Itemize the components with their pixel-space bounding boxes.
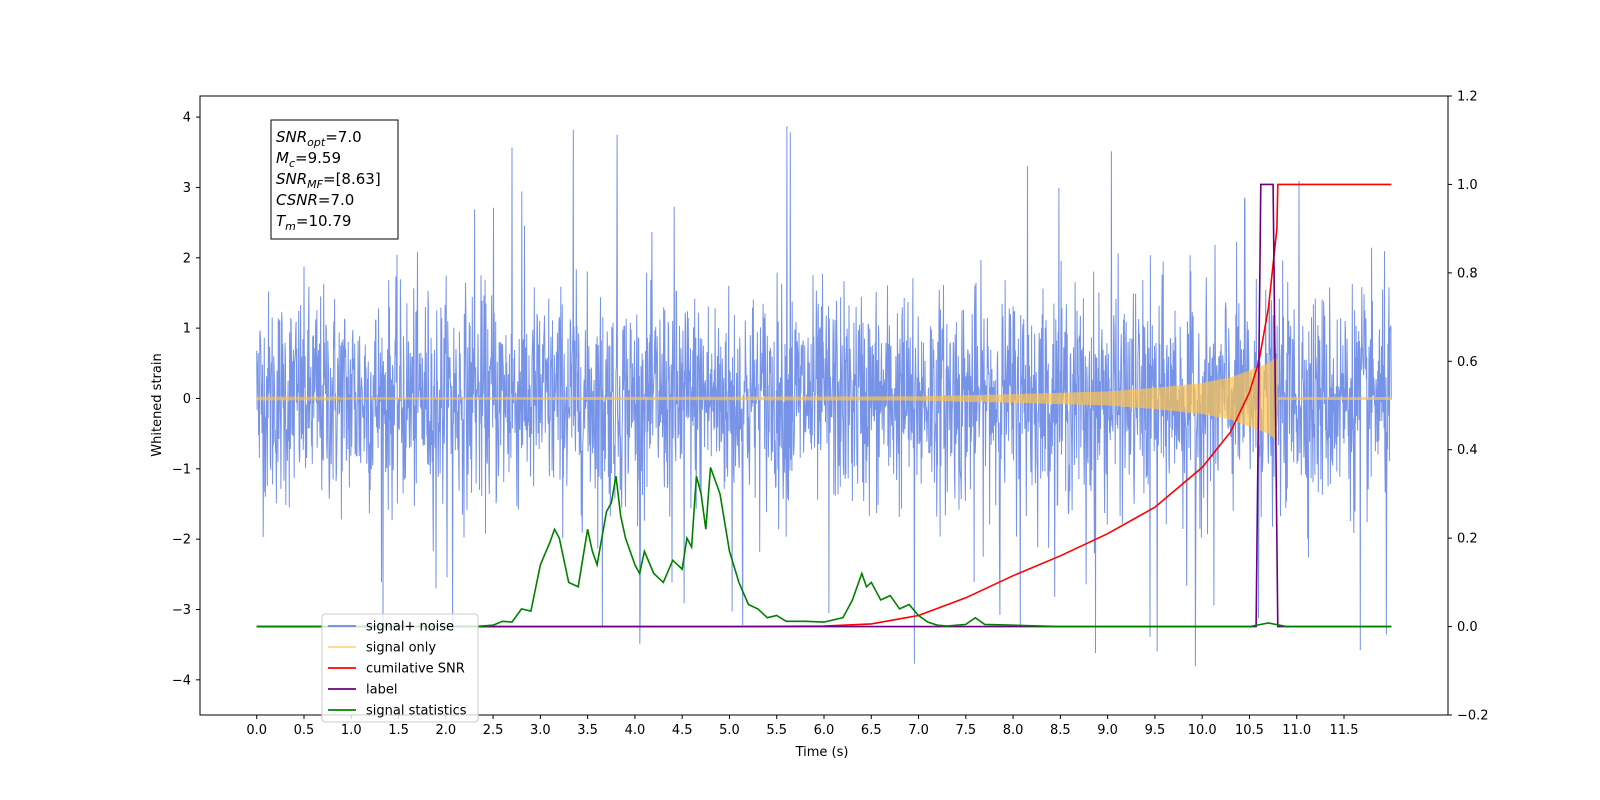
x-tick-label: 4.0 (625, 723, 646, 738)
y2-tick-label: −0.2 (1457, 709, 1489, 724)
y-tick-label: 3 (183, 181, 191, 196)
y2-tick-label: 0.6 (1457, 355, 1478, 370)
annotation-line: Tm=10.79 (276, 212, 351, 233)
x-tick-label: 11.0 (1282, 723, 1311, 738)
series-signal-noise (256, 126, 1392, 667)
annotation-line: CSNR=7.0 (276, 191, 354, 209)
y2-tick-label: 0.4 (1457, 443, 1478, 458)
legend-frame (321, 613, 479, 723)
y-tick-label: 4 (183, 111, 191, 126)
y-tick-label: −3 (172, 603, 191, 618)
y2-tick-label: 1.0 (1457, 178, 1478, 193)
y-tick-label: 0 (183, 392, 191, 407)
x-tick-label: 5.0 (719, 723, 740, 738)
x-tick-label: 6.5 (861, 723, 882, 738)
series-signal-only (256, 356, 1392, 441)
x-tick-label: 0.5 (294, 723, 315, 738)
legend-label: label (366, 683, 397, 698)
x-axis-label: Time (s) (795, 745, 849, 760)
x-tick-label: 5.5 (766, 723, 787, 738)
y2-tick-label: 0.2 (1457, 532, 1478, 547)
annotation-line: Mc=9.59 (276, 149, 341, 170)
x-tick-label: 2.5 (483, 723, 504, 738)
x-tick-label: 3.5 (577, 723, 598, 738)
x-tick-label: 6.0 (814, 723, 835, 738)
x-tick-label: 7.0 (908, 723, 929, 738)
y-tick-label: −4 (172, 673, 191, 688)
annotation-line: SNRMF=[8.63] (276, 170, 381, 191)
x-tick-label: 1.0 (341, 723, 362, 738)
x-tick-label: 7.5 (955, 723, 976, 738)
x-tick-label: 10.0 (1188, 723, 1217, 738)
legend-label: cumilative SNR (366, 662, 465, 677)
annotation-line: SNRopt=7.0 (276, 128, 362, 149)
x-tick-label: 9.0 (1097, 723, 1118, 738)
y2-tick-label: 0.0 (1457, 620, 1478, 635)
annotation-frame (270, 119, 399, 240)
x-tick-label: 4.5 (672, 723, 693, 738)
y2-tick-label: 0.8 (1457, 266, 1478, 281)
x-tick-label: 9.5 (1145, 723, 1166, 738)
legend-label: signal statistics (366, 704, 467, 719)
x-tick-label: 10.5 (1235, 723, 1264, 738)
legend-label: signal only (366, 641, 436, 656)
x-tick-label: 11.5 (1330, 723, 1359, 738)
x-tick-label: 8.5 (1050, 723, 1071, 738)
x-tick-label: 2.0 (435, 723, 456, 738)
series-signal-statistics (256, 467, 1392, 628)
y-tick-label: 1 (183, 322, 191, 337)
y-tick-label: −1 (172, 462, 191, 477)
x-tick-label: 1.5 (388, 723, 409, 738)
series-cumulative-snr (256, 183, 1392, 628)
x-tick-label: 0.0 (246, 723, 267, 738)
y2-tick-label: 1.2 (1457, 90, 1478, 105)
x-tick-label: 3.0 (530, 723, 551, 738)
y-tick-label: 2 (183, 251, 191, 266)
y-tick-label: −2 (172, 533, 191, 548)
y-axis-label: Whitened strain (150, 353, 165, 456)
legend: signal+ noise signal only cumilative SNR la… (321, 613, 479, 723)
x-tick-label: 8.0 (1003, 723, 1024, 738)
legend-label: signal+ noise (366, 620, 454, 635)
